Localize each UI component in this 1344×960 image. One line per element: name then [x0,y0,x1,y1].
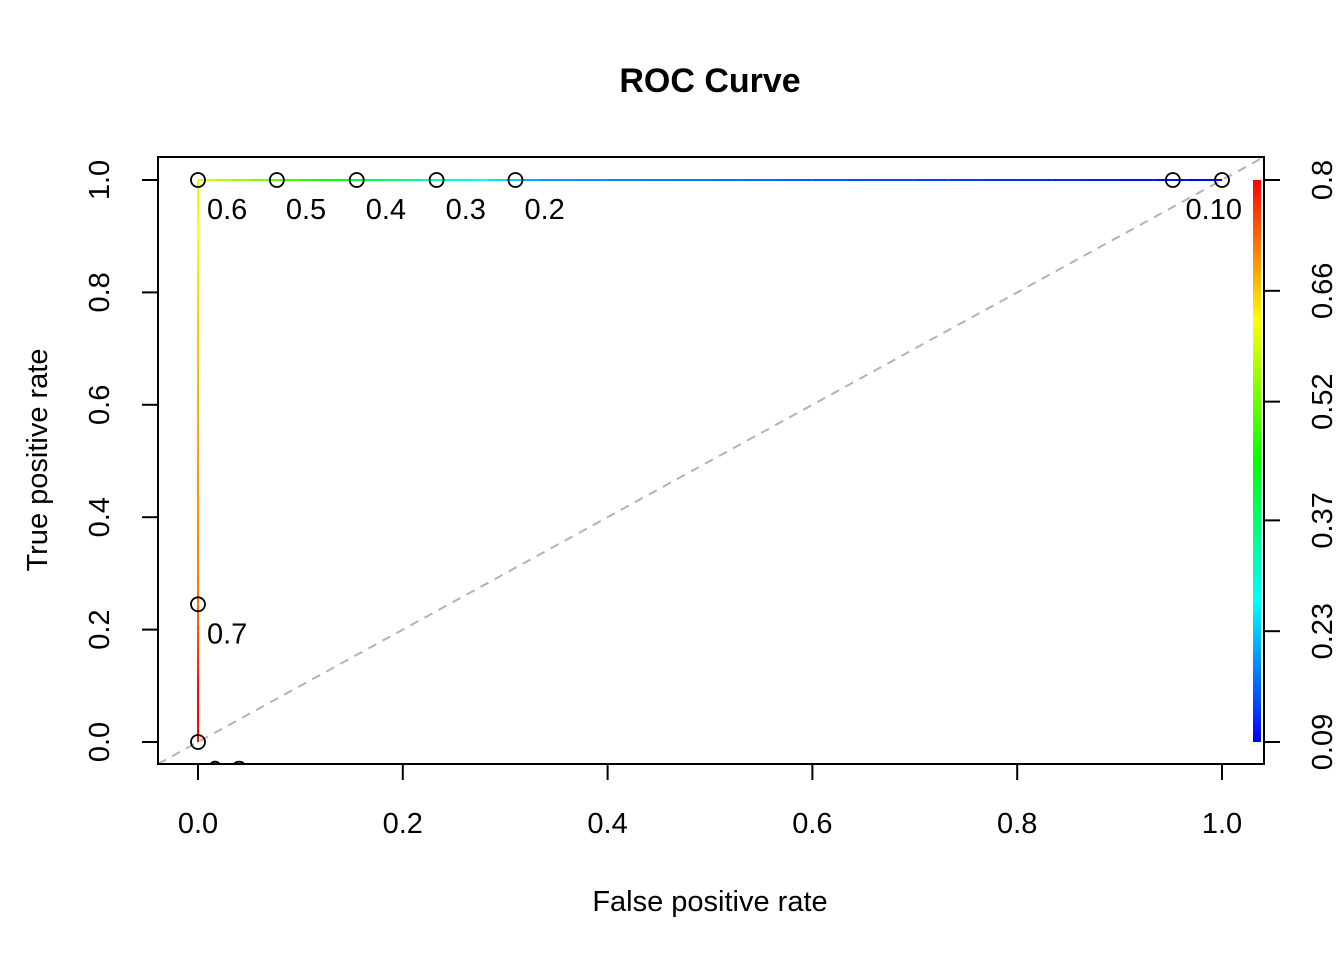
x-tick-label: 0.6 [792,808,832,840]
x-tick-label: 0.0 [178,808,218,840]
colorbar-tick-label: 0.66 [1307,263,1339,319]
y-tick-label: 0.6 [84,385,116,425]
colorbar-gradient [1253,180,1261,742]
roc-point [348,172,365,188]
cutoff-label: 0.3 [446,194,486,226]
axes: 0.0 0.2 0.4 0.6 0.8 1.0 0.0 0.2 0.4 0.6 0.8 1.0 [84,156,1265,840]
y-tick-label: 1.0 [84,160,116,200]
roc-point [268,172,285,188]
roc-point [428,172,445,188]
y-tick-label: 0.8 [84,272,116,312]
y-tick-label: 0.2 [84,609,116,649]
roc-point [507,172,524,188]
cutoff-label: 0.2 [524,194,564,226]
chart-title: ROC Curve [619,62,800,100]
cutoff-label: 0.8 [207,756,247,788]
plot-area: 0.8 0.7 0.6 0.5 0.4 0.3 0.2 0.10 [158,157,1264,788]
x-tick-label: 1.0 [1202,808,1242,840]
x-axis-label: False positive rate [592,886,827,918]
colorbar-tick-label: 0.23 [1307,603,1339,659]
y-tick-label: 0.0 [84,722,116,762]
x-tick-label: 0.4 [587,808,627,840]
cutoff-label: 0.6 [207,194,247,226]
cutoff-label: 0.7 [207,618,247,650]
cutoff-label: 0.10 [1186,194,1242,226]
colorbar-tick-label: 0.09 [1307,714,1339,770]
roc-point [1164,172,1181,188]
x-tick-label: 0.8 [997,808,1037,840]
colorbar: 0.09 0.23 0.37 0.52 0.66 0.8 [1253,157,1339,770]
roc-point [190,734,206,750]
colorbar-tick-label: 0.37 [1307,492,1339,548]
y-tick-label: 0.4 [84,497,116,537]
y-axis-label: True positive rate [22,349,54,572]
diagonal-reference-line [158,157,1264,764]
x-tick-label: 0.2 [383,808,423,840]
colorbar-tick-label: 0.52 [1307,373,1339,429]
colorbar-tick-label: 0.8 [1307,160,1339,200]
cutoff-label: 0.4 [366,194,406,226]
roc-point [190,172,206,188]
roc-point [190,596,206,613]
cutoff-label: 0.5 [286,194,326,226]
roc-point [1214,172,1230,188]
